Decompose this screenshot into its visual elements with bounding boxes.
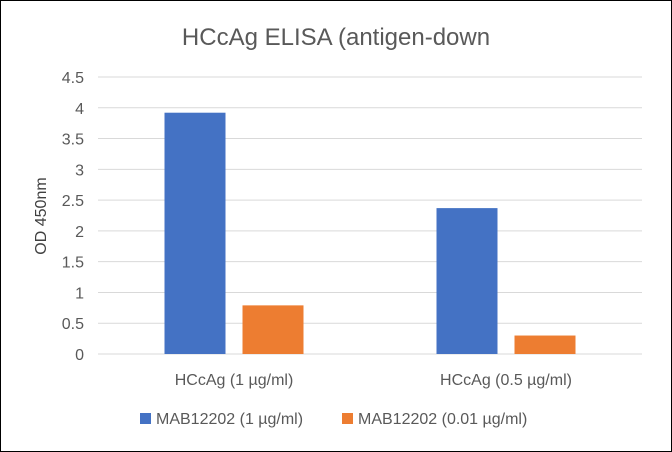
legend-label: MAB12202 (0.01 µg/ml) (358, 411, 527, 428)
category-labels: HCcAg (1 µg/ml) HCcAg (0.5 µg/ml) (175, 372, 572, 389)
y-axis-label: OD 450nm (33, 177, 50, 254)
bar-series1-2 (436, 208, 498, 354)
y-tick-label: 3.5 (62, 132, 84, 149)
y-tick-label: 1.5 (62, 255, 84, 272)
x-category-label: HCcAg (1 µg/ml) (175, 372, 294, 389)
y-tick-label: 4.5 (62, 70, 84, 87)
x-category-label: HCcAg (0.5 µg/ml) (440, 372, 572, 389)
bars (164, 112, 576, 354)
y-tick-label: 0 (75, 347, 84, 364)
bar-series1-1 (164, 112, 226, 354)
y-tick-label: 4 (75, 101, 84, 118)
legend-swatch (342, 413, 353, 424)
bar-series2-2 (514, 335, 576, 354)
legend-label: MAB12202 (1 µg/ml) (156, 411, 303, 428)
y-tick-label: 3 (75, 162, 84, 179)
y-tick-label: 0.5 (62, 316, 84, 333)
chart-title: HCcAg ELISA (antigen-down (182, 24, 490, 51)
y-tick-label: 2.5 (62, 193, 84, 210)
y-tick-label: 2 (75, 224, 84, 241)
legend-swatch (140, 413, 151, 424)
legend: MAB12202 (1 µg/ml) MAB12202 (0.01 µg/ml) (140, 411, 527, 428)
y-axis-ticks: 0 0.5 1 1.5 2 2.5 3 3.5 4 4.5 (62, 70, 84, 364)
bar-series2-1 (242, 305, 304, 354)
y-tick-label: 1 (75, 285, 84, 302)
